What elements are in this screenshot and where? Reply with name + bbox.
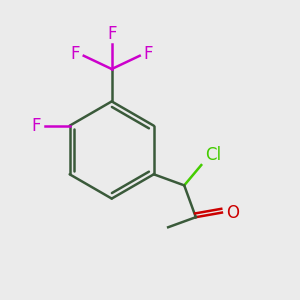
- Text: F: F: [107, 25, 116, 43]
- Text: O: O: [226, 204, 239, 222]
- Text: F: F: [71, 45, 80, 63]
- Text: F: F: [32, 117, 41, 135]
- Text: F: F: [143, 45, 153, 63]
- Text: Cl: Cl: [205, 146, 221, 164]
